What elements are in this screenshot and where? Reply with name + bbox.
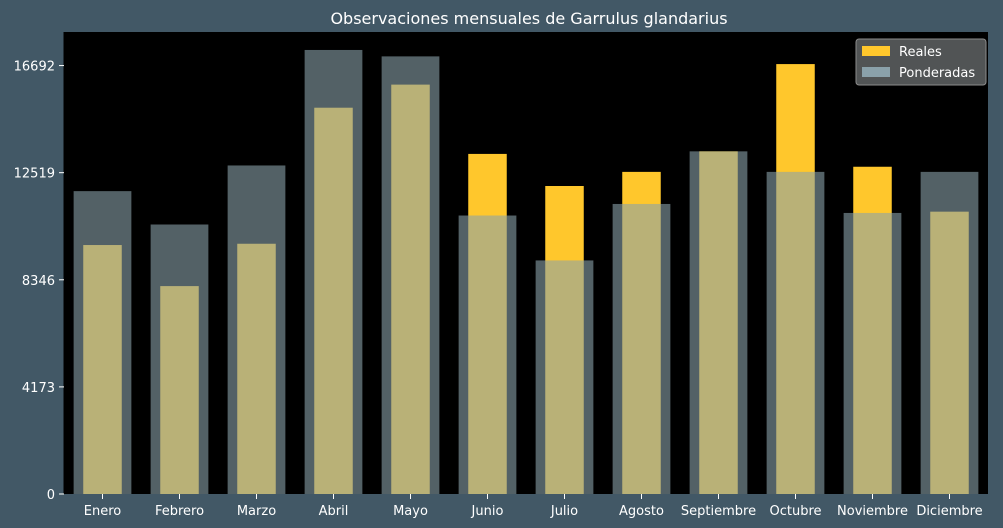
x-tick-label: Abril [319,504,349,519]
bar-group-octubre [766,64,825,494]
x-tick-label: Junio [471,504,504,519]
x-tick-label: Noviembre [837,504,908,519]
bar-ponderadas [843,212,902,494]
x-tick-label: Febrero [155,504,204,519]
bar-group-agosto [612,171,671,494]
y-tick-label: 4173 [22,381,55,396]
x-tick-label: Marzo [237,504,276,519]
bar-ponderadas [381,56,440,495]
bar-ponderadas [458,215,517,494]
x-tick-label: Julio [550,504,578,519]
legend: Reales Ponderadas [855,38,987,86]
y-tick-label: 12519 [14,167,55,182]
legend-swatch [862,67,890,77]
bar-group-diciembre [920,171,979,494]
plot-background [64,32,988,494]
bar-ponderadas [766,171,825,494]
y-tick-label: 8346 [22,274,55,289]
legend-label: Ponderadas [899,66,975,81]
y-tick-label: 0 [47,488,55,503]
bar-group-septiembre [689,151,748,494]
bar-ponderadas [612,203,671,494]
x-tick-label: Agosto [619,504,664,519]
bar-group-enero [73,191,132,494]
bar-group-junio [458,153,517,494]
x-tick-label: Enero [84,504,122,519]
x-tick-label: Septiembre [681,504,756,519]
y-tick-label: 16692 [14,60,55,75]
bar-ponderadas [150,224,209,494]
bar-ponderadas [73,191,132,494]
legend-swatch [862,46,890,56]
bar-ponderadas [227,165,286,494]
x-tick-label: Octubre [769,504,821,519]
bars-layer [73,49,979,495]
bar-group-mayo [381,56,440,495]
x-tick-label: Diciembre [916,504,982,519]
x-tick-label: Mayo [393,504,428,519]
chart-title: Observaciones mensuales de Garrulus glan… [330,9,727,28]
legend-label: Reales [899,45,942,60]
bar-ponderadas [535,260,594,494]
bar-group-julio [535,186,594,494]
bar-group-febrero [150,224,209,494]
bar-group-abril [304,49,363,494]
bar-ponderadas [920,171,979,494]
bar-group-marzo [227,165,286,494]
bar-ponderadas [689,151,748,494]
bar-ponderadas [304,49,363,494]
y-axis: 0 4173 8346 12519 16692 [14,32,65,503]
bar-group-noviembre [843,166,902,494]
x-axis: Enero Febrero Marzo Abril Mayo Junio Julio Agos… [84,494,983,519]
